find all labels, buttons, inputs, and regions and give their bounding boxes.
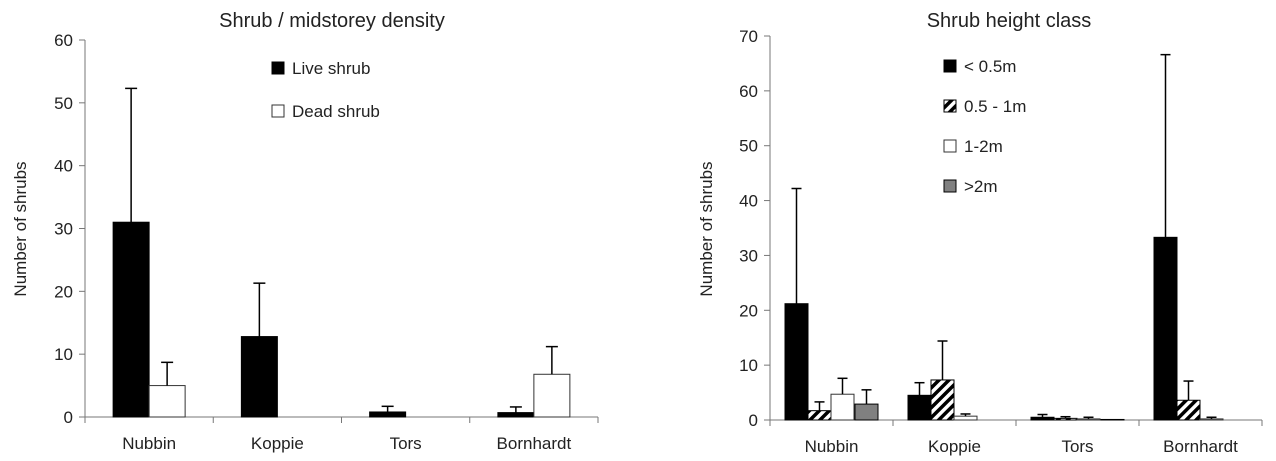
- bar: [240, 336, 278, 418]
- bar: [1176, 399, 1201, 421]
- y-tick-label: 50: [739, 137, 758, 156]
- bar: [1053, 417, 1078, 421]
- bar: [497, 412, 535, 418]
- x-tick-label: Nubbin: [122, 434, 176, 453]
- bar: [854, 403, 879, 421]
- bar: [1100, 418, 1125, 421]
- y-tick-label: 40: [739, 192, 758, 211]
- y-tick-label: 60: [54, 31, 73, 50]
- bar: [930, 379, 955, 421]
- x-tick-label: Koppie: [928, 437, 981, 456]
- legend-swatch: [271, 104, 285, 118]
- x-tick-label: Bornhardt: [1163, 437, 1238, 456]
- x-tick-label: Tors: [1061, 437, 1093, 456]
- y-tick-label: 60: [739, 82, 758, 101]
- bar: [1153, 236, 1178, 421]
- legend: < 0.5m 0.5 - 1m 1-2m >2m: [943, 57, 1026, 196]
- x-tick-label: Nubbin: [805, 437, 859, 456]
- legend-label: >2m: [964, 177, 998, 196]
- chart-2: Shrub height class Number of shrubs 0 10 20 3…: [697, 10, 1263, 456]
- legend-label: 0.5 - 1m: [964, 97, 1026, 116]
- legend: Live shrub Dead shrub: [271, 59, 380, 121]
- y-tick-label: 10: [739, 356, 758, 375]
- y-tick-label: 30: [54, 220, 73, 239]
- y-axis-label: Number of shrubs: [11, 161, 30, 296]
- bar: [830, 393, 855, 421]
- y-tick-label: 20: [54, 282, 73, 301]
- y-tick-label: 0: [64, 408, 73, 427]
- legend-label: < 0.5m: [964, 57, 1016, 76]
- legend-swatch: [943, 59, 957, 73]
- y-tick-label: 0: [749, 411, 758, 430]
- y-tick-label: 10: [54, 345, 73, 364]
- bar: [148, 385, 186, 418]
- bar: [112, 221, 150, 418]
- bar: [1030, 416, 1055, 421]
- legend-swatch: [271, 61, 285, 75]
- legend-swatch: [943, 179, 957, 193]
- bar: [784, 303, 809, 421]
- y-tick-label: 40: [54, 157, 73, 176]
- x-tick-label: Bornhardt: [497, 434, 572, 453]
- x-tick-label: Koppie: [251, 434, 304, 453]
- y-axis-label: Number of shrubs: [697, 161, 716, 296]
- chart-title: Shrub / midstorey density: [219, 10, 445, 32]
- y-tick-label: 70: [739, 27, 758, 46]
- bar: [369, 411, 407, 418]
- chart-title: Shrub height class: [927, 10, 1092, 32]
- legend-label: 1-2m: [964, 137, 1003, 156]
- bar: [807, 410, 832, 421]
- bar: [1199, 418, 1224, 421]
- bar: [533, 373, 571, 418]
- y-tick-label: 50: [54, 94, 73, 113]
- x-tick-label: Tors: [390, 434, 422, 453]
- chart-1: Shrub / midstorey density Number of shrub…: [11, 10, 599, 453]
- y-tick-label: 30: [739, 246, 758, 265]
- bar: [1076, 418, 1101, 421]
- legend-label: Live shrub: [292, 59, 370, 78]
- legend-label: Dead shrub: [292, 102, 380, 121]
- legend-swatch: [943, 99, 957, 113]
- legend-swatch: [943, 139, 957, 153]
- y-tick-label: 20: [739, 301, 758, 320]
- bar: [907, 394, 932, 421]
- bar: [953, 415, 978, 421]
